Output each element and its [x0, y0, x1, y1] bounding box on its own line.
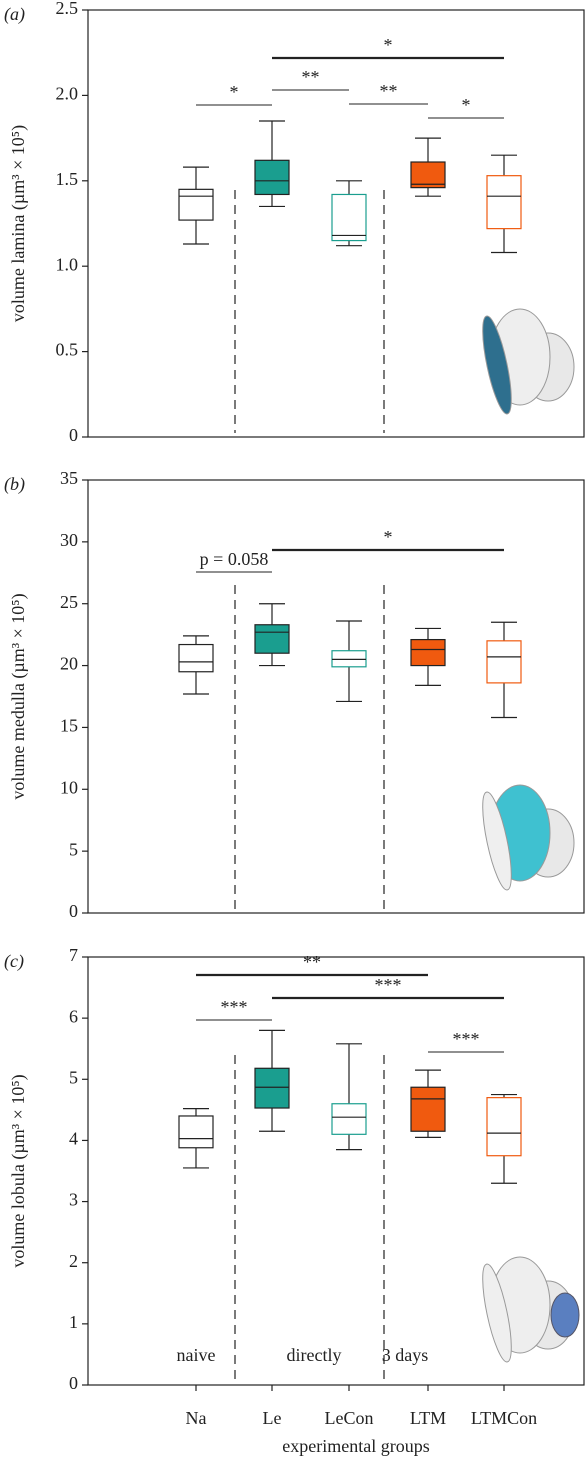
significance-label: **: [380, 81, 398, 101]
x-tick-label: LTMCon: [471, 1408, 537, 1428]
box: [178, 643, 214, 673]
significance-label: p = 0.058: [200, 549, 269, 569]
y-axis-label: volume medulla (µm³ × 10⁵): [8, 593, 29, 799]
significance-label: *: [384, 527, 393, 547]
x-tick-label: Le: [263, 1408, 282, 1428]
brain-part: [482, 791, 512, 891]
plot-frame: [87, 956, 585, 1386]
y-tick-label: 1.0: [56, 254, 79, 274]
group-label: 3 days: [382, 1345, 429, 1365]
y-tick-label: 20: [60, 654, 78, 674]
y-tick-label: 10: [60, 777, 78, 797]
box: [331, 1103, 367, 1135]
significance-label: **: [302, 67, 320, 87]
y-tick-label: 4: [69, 1129, 78, 1149]
y-axis-label: volume lobula (µm³ × 10⁵): [8, 1074, 29, 1267]
box: [410, 1086, 446, 1132]
brain-icon: [482, 308, 575, 415]
significance-label: *: [384, 35, 393, 55]
y-tick-label: 30: [60, 530, 78, 550]
brain-part: [482, 315, 512, 415]
significance-label: **: [303, 952, 321, 972]
y-tick-label: 3: [69, 1190, 78, 1210]
box: [178, 188, 214, 221]
box: [331, 193, 367, 242]
y-tick-label: 0: [69, 425, 78, 445]
brain-part: [482, 1263, 512, 1363]
box: [254, 624, 290, 654]
x-tick-label: LeCon: [325, 1408, 374, 1428]
y-tick-label: 35: [60, 468, 78, 488]
y-tick-label: 2.5: [56, 0, 79, 18]
x-tick-label: Na: [186, 1408, 207, 1428]
box: [410, 161, 446, 189]
x-tick-label: LTM: [410, 1408, 446, 1428]
box: [254, 159, 290, 196]
box: [331, 650, 367, 668]
group-label: naive: [177, 1345, 216, 1365]
plot-frame: [87, 9, 585, 438]
panel-label: (c): [4, 951, 24, 972]
x-axis-label: experimental groups: [282, 1436, 429, 1456]
y-tick-label: 2.0: [56, 84, 79, 104]
brain-part: [550, 1292, 580, 1338]
group-label: directly: [287, 1345, 342, 1365]
box: [486, 1097, 522, 1157]
brain-icon: [482, 1256, 580, 1363]
brain-icon: [482, 784, 575, 891]
box: [486, 175, 522, 230]
box: [254, 1067, 290, 1109]
y-tick-label: 25: [60, 592, 78, 612]
box: [486, 640, 522, 684]
y-tick-label: 1.5: [56, 169, 79, 189]
panel-label: (a): [4, 4, 25, 25]
significance-label: ***: [453, 1029, 480, 1049]
y-tick-label: 5: [69, 1067, 78, 1087]
box: [178, 1115, 214, 1149]
significance-label: ***: [375, 975, 402, 995]
y-tick-label: 15: [60, 716, 78, 736]
significance-label: ***: [221, 997, 248, 1017]
y-tick-label: 7: [69, 945, 78, 965]
y-tick-label: 6: [69, 1006, 78, 1026]
significance-label: *: [462, 95, 471, 115]
panel-label: (b): [4, 474, 25, 495]
y-tick-label: 5: [69, 839, 78, 859]
significance-label: *: [230, 82, 239, 102]
y-tick-label: 0.5: [56, 340, 79, 360]
y-axis-label: volume lamina (µm³ × 10⁵): [8, 125, 29, 322]
y-tick-label: 2: [69, 1251, 78, 1271]
box: [410, 638, 446, 667]
plot-frame: [87, 479, 585, 914]
y-tick-label: 1: [69, 1312, 78, 1332]
y-tick-label: 0: [69, 1373, 78, 1393]
y-tick-label: 0: [69, 901, 78, 921]
